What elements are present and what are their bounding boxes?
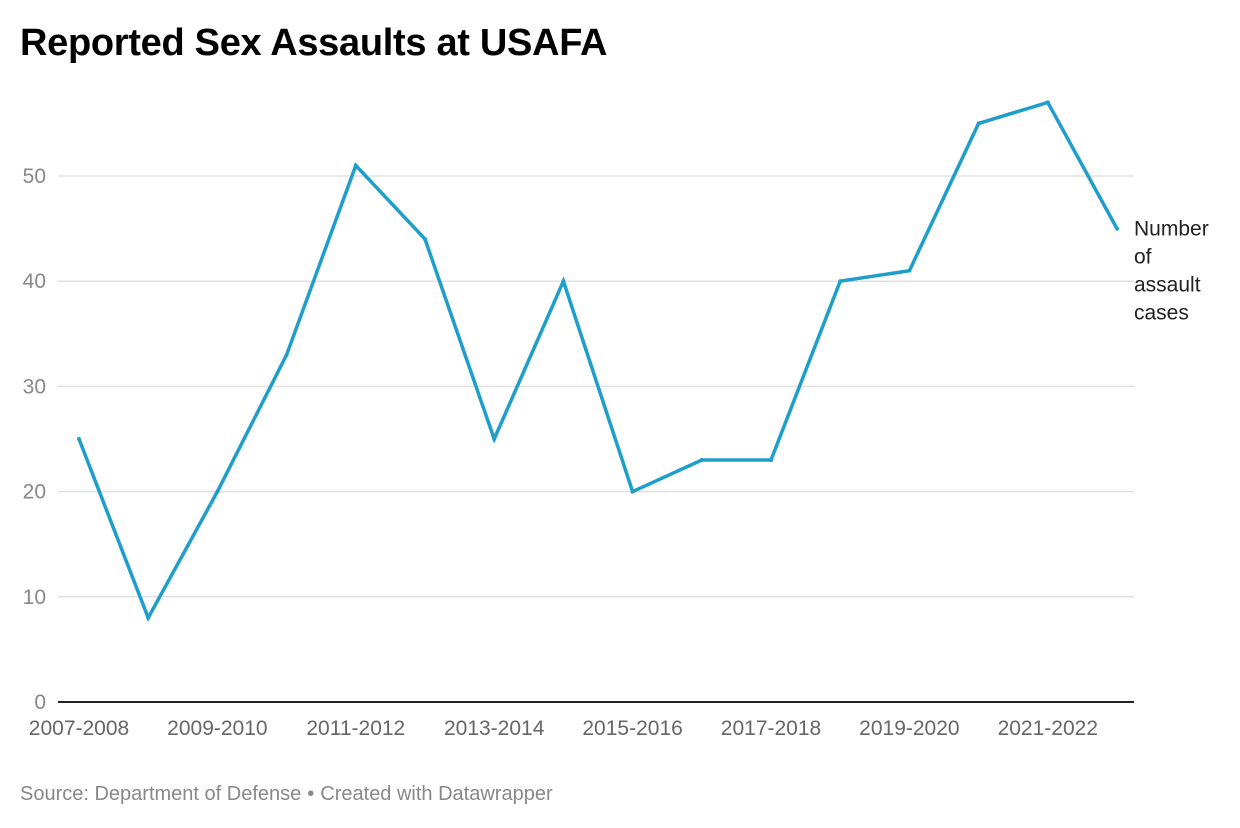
data-point	[630, 489, 635, 494]
chart-footer: Source: Department of Defense • Created wi…	[20, 783, 553, 806]
data-point	[492, 437, 497, 441]
data-point	[353, 163, 358, 168]
y-axis-ticks: 0 10 20 30 40 50	[23, 165, 46, 714]
series-label-line: Number	[1134, 218, 1209, 241]
y-tick-label: 10	[23, 586, 46, 609]
x-tick-label: 2019-2020	[859, 717, 959, 740]
chart-title: Reported Sex Assaults at USAFA	[20, 22, 608, 64]
series-label-line: assault	[1134, 274, 1201, 297]
x-tick-label: 2007-2008	[29, 717, 129, 740]
series-labels: Number of assault cases	[1134, 218, 1209, 325]
y-tick-label: 20	[23, 481, 46, 504]
data-point	[1115, 226, 1119, 231]
y-tick-label: 30	[23, 375, 46, 398]
source-note: Source: Department of Defense	[20, 783, 302, 805]
y-tick-label: 0	[34, 691, 46, 714]
x-tick-label: 2017-2018	[721, 717, 821, 740]
series-line	[77, 100, 1119, 622]
x-tick-label: 2015-2016	[582, 717, 682, 740]
data-point	[146, 615, 151, 620]
series-label-line: cases	[1134, 302, 1189, 325]
data-point	[699, 458, 704, 463]
series	[77, 100, 1119, 622]
footer-separator: •	[307, 783, 315, 805]
y-tick-label: 50	[23, 165, 46, 188]
data-point	[77, 437, 81, 441]
y-tick-label: 40	[23, 270, 46, 293]
data-point	[215, 489, 220, 494]
x-tick-label: 2021-2022	[998, 717, 1098, 740]
series-label: Number of assault cases	[1134, 218, 1209, 325]
data-point	[1045, 100, 1050, 105]
x-axis-ticks: 2007-2008 2009-2010 2011-2012 2013-2014 2015…	[29, 717, 1098, 740]
x-tick-label: 2011-2012	[306, 717, 405, 740]
series-label-line: of	[1134, 246, 1152, 269]
data-point	[561, 279, 566, 284]
data-point	[423, 237, 427, 242]
data-point	[769, 458, 773, 463]
data-point	[976, 121, 981, 126]
gridlines	[58, 175, 1134, 703]
data-point	[838, 279, 843, 284]
data-point	[284, 352, 289, 357]
x-tick-label: 2013-2014	[444, 717, 545, 740]
x-tick-label: 2009-2010	[167, 717, 267, 740]
credit-note: Created with Datawrapper	[320, 783, 553, 805]
data-point	[907, 268, 912, 273]
